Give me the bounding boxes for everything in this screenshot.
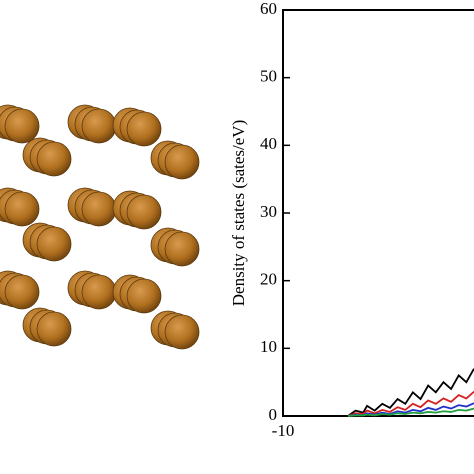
plot-frame	[282, 9, 474, 417]
atom	[4, 108, 40, 144]
atom	[36, 141, 72, 177]
crystal-structure	[0, 104, 200, 350]
y-tick-label: 10	[260, 337, 277, 356]
y-tick-label: 0	[269, 405, 278, 424]
series-line	[347, 407, 474, 417]
atom	[126, 194, 162, 230]
atom	[126, 111, 162, 147]
series-line	[347, 402, 474, 417]
y-axis-label: Density of states (sates/eV)	[229, 120, 248, 306]
atom	[81, 191, 117, 227]
y-tick-label: 30	[260, 202, 277, 221]
y-tick-label: 20	[260, 270, 277, 289]
atom	[4, 274, 40, 310]
atom	[36, 311, 72, 347]
y-tick-label: 60	[260, 0, 277, 18]
y-tick-label: 50	[260, 67, 277, 86]
atom	[164, 144, 200, 180]
y-tick-label: 40	[260, 134, 277, 153]
atom	[36, 226, 72, 262]
series-line	[347, 368, 474, 417]
x-tick-label: -10	[272, 421, 295, 440]
atom	[126, 278, 162, 314]
atom	[81, 274, 117, 310]
atom	[164, 314, 200, 350]
series-line	[347, 390, 474, 417]
atom	[81, 108, 117, 144]
atom	[164, 231, 200, 267]
atom	[4, 191, 40, 227]
